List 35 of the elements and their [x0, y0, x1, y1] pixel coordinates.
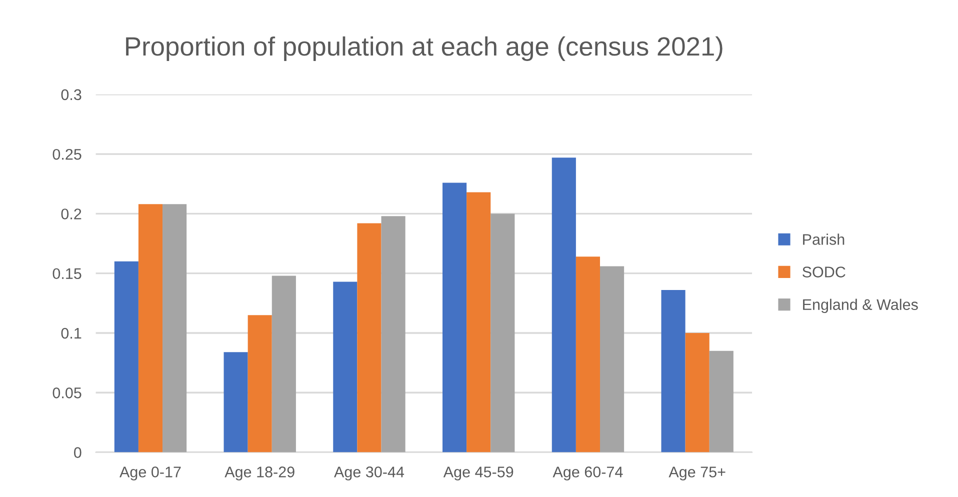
bar — [162, 204, 187, 452]
y-tick-label: 0.05 — [52, 388, 82, 398]
bar — [442, 182, 467, 452]
bar — [576, 256, 600, 452]
y-tick-label: 0 — [74, 447, 82, 458]
bar — [685, 332, 710, 452]
bar — [138, 204, 163, 452]
x-tick-label: Age 30-44 — [334, 466, 404, 480]
bar — [248, 315, 272, 452]
bar — [224, 352, 248, 452]
legend-label: SODC — [802, 266, 846, 278]
bar — [357, 223, 382, 452]
y-tick-label: 0.15 — [52, 268, 82, 280]
x-tick-label: Age 0-17 — [120, 466, 181, 480]
bar — [333, 282, 358, 452]
y-tick-label: 0.3 — [61, 89, 82, 100]
legend-label: Parish — [803, 234, 844, 245]
y-tick-label: 0.25 — [52, 148, 82, 160]
x-tick-label: Age 75+ — [668, 466, 726, 480]
bar — [466, 192, 491, 452]
chart-title: Proportion of population at each age (census 2021) — [126, 36, 722, 62]
bar — [381, 216, 406, 452]
bar — [114, 261, 138, 452]
bar — [272, 276, 296, 452]
x-tick-label: Age 45-59 — [443, 466, 514, 480]
bar — [552, 158, 576, 452]
bar — [709, 350, 734, 452]
x-tick-label: Age 18-29 — [224, 466, 294, 480]
bar — [600, 266, 624, 452]
y-tick-label: 0.2 — [61, 208, 82, 220]
x-tick-label: Age 60-74 — [552, 466, 623, 480]
bar — [661, 290, 686, 452]
y-tick-label: 0.1 — [61, 328, 82, 339]
legend-label: England & Wales — [803, 298, 918, 314]
bar — [490, 214, 515, 452]
